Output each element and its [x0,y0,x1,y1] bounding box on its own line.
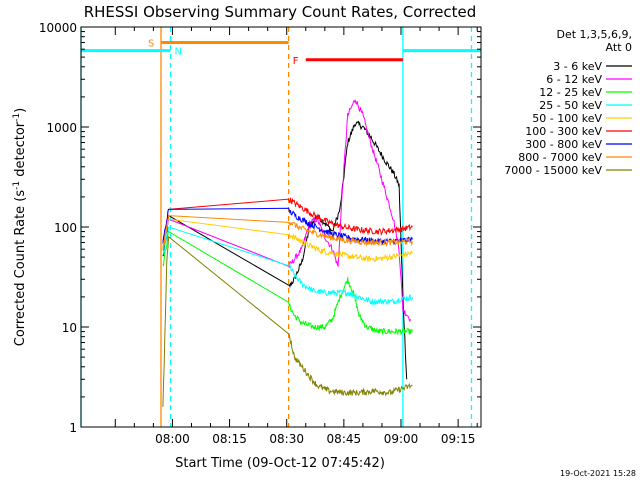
annotation-label-S: S [148,38,154,49]
legend-label-2: 12 - 25 keV [539,86,602,99]
legend-label-7: 800 - 7000 keV [518,151,602,164]
footer-timestamp: 19-Oct-2021 15:28 [560,469,636,478]
y-tick-label-4: 10000 [39,21,77,35]
x-tick-label-3: 08:45 [327,432,362,446]
axes: 08:00 08:15 08:30 08:45 09:00 09:15 1 10 100 1000… [39,21,481,446]
plot-area: S N F [80,27,481,427]
legend-label-4: 50 - 100 keV [532,112,602,125]
legend-label-5: 100 - 300 keV [525,125,602,138]
legend-title-line-1: Det 1,3,5,6,9, [556,28,632,41]
y-tick-label-1: 10 [62,321,77,335]
x-tick-label-4: 09:00 [384,432,419,446]
x-tick-label-0: 08:00 [155,432,190,446]
legend-label-8: 7000 - 15000 keV [504,164,602,177]
series-line-8 [162,235,413,407]
x-tick-label-5: 09:15 [441,432,476,446]
series-line-6 [162,207,413,245]
legend-label-3: 25 - 50 keV [539,99,602,112]
chart-title: RHESSI Observing Summary Count Rates, Co… [84,3,477,21]
annotation-label-F: F [293,56,299,67]
plot-frame [80,26,482,428]
series-line-2 [162,230,413,336]
series-line-5 [162,197,413,241]
y-tick-label-0: 1 [69,421,77,435]
annotation-label-N: N [175,47,182,58]
series-line-7 [162,215,413,251]
y-axis-label: Corrected Count Rate (s-1 detector-1) [12,108,28,346]
legend-label-0: 3 - 6 keV [553,60,602,73]
legend-label-1: 6 - 12 keV [546,73,602,86]
y-tick-label-3: 1000 [46,121,77,135]
y-tick-label-2: 100 [54,221,77,235]
x-tick-label-1: 08:15 [212,432,247,446]
series-line-0 [162,120,408,380]
legend-title-line-2: Att 0 [606,41,632,54]
series-line-4 [162,218,413,263]
series-line-3 [162,226,413,306]
legend-label-6: 300 - 800 keV [525,138,602,151]
series-line-1 [162,99,411,323]
x-tick-label-2: 08:30 [269,432,304,446]
x-axis-label: Start Time (09-Oct-12 07:45:42) [175,456,385,471]
